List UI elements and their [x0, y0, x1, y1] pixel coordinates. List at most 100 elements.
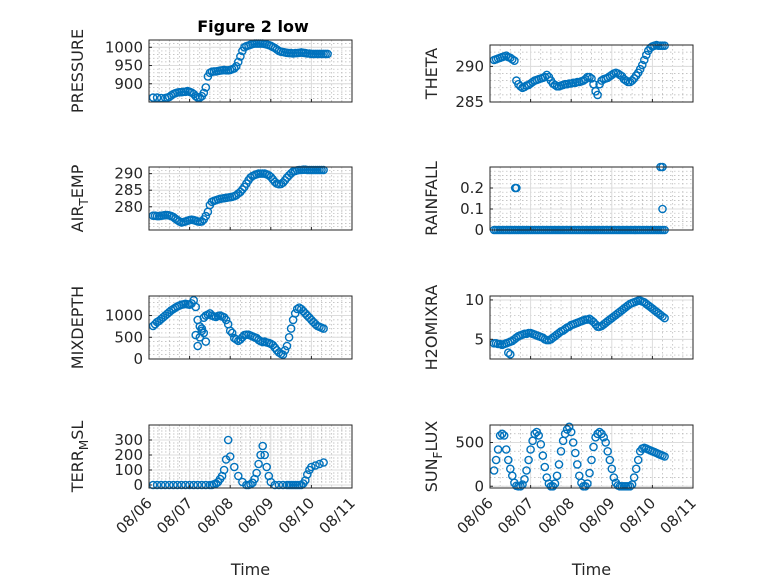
subplot-8: 0 500 SUNFLUX 08/0608/0708/0808/0908/1008/1… [422, 421, 700, 579]
data-point [286, 324, 296, 333]
data-point [252, 468, 261, 478]
x-tick-label: 08/09 [234, 494, 277, 537]
data-point [633, 455, 643, 465]
data-point [593, 429, 602, 439]
data-point [640, 55, 649, 65]
data-point [605, 455, 615, 465]
data-point [497, 429, 507, 439]
data-point [585, 468, 594, 478]
x-tick-label: 08/11 [657, 494, 700, 537]
data-point [566, 427, 576, 437]
data-point [177, 480, 186, 490]
data-point [538, 451, 548, 460]
data-point [193, 480, 202, 490]
data-point [319, 324, 328, 333]
data-point [201, 480, 211, 490]
x-axis-label: Time [230, 560, 270, 579]
data-point [274, 480, 284, 490]
data-point [164, 480, 174, 490]
data-point [256, 450, 265, 460]
y-axis-label: AIRTEMP [68, 164, 91, 232]
data-point [191, 302, 200, 312]
data-point [660, 452, 669, 461]
data-point [160, 480, 170, 490]
data-point [219, 465, 229, 475]
data-point [260, 450, 270, 460]
data-point [290, 309, 300, 318]
y-tick-label: 0 [133, 350, 143, 368]
data-point [524, 455, 533, 465]
data-point [510, 56, 519, 66]
data-point [229, 462, 239, 472]
data-point [152, 93, 162, 102]
x-tick-label: 08/07 [494, 494, 537, 537]
data-point [185, 480, 194, 490]
data-point [501, 445, 511, 454]
data-point [278, 350, 288, 360]
y-tick-label: 0 [133, 476, 143, 494]
x-tick-label: 08/10 [275, 494, 318, 537]
data-point [593, 90, 602, 100]
y-tick-label: 1000 [105, 307, 143, 325]
y-axis-label: MIXDEPTH [68, 286, 87, 369]
y-axis-label: H2OMIXRA [422, 285, 441, 371]
data-point [227, 328, 237, 338]
data-point [540, 462, 550, 472]
data-point [520, 82, 529, 92]
data-point [231, 62, 241, 71]
data-point [621, 76, 631, 85]
data-point [302, 470, 312, 479]
data-point [319, 165, 328, 175]
data-point [501, 51, 511, 61]
subplot-2: 285 290 THETA [422, 40, 694, 111]
data-point [554, 460, 564, 469]
y-tick-label: 0 [474, 221, 484, 239]
data-point [197, 480, 207, 490]
x-tick-label: 08/10 [616, 494, 659, 537]
data-point [254, 459, 263, 469]
y-tick-label: 900 [114, 75, 143, 93]
data-point [520, 474, 529, 484]
data-point [201, 211, 211, 221]
data-point [193, 341, 202, 351]
data-point [516, 481, 525, 491]
data-point [522, 466, 531, 475]
data-point [236, 52, 245, 61]
y-tick-label: 290 [114, 165, 143, 183]
subplot-4: 0 0.1 0.2 RAINFALL [422, 161, 694, 239]
data-point [658, 204, 667, 214]
y-tick-label: 100 [114, 461, 143, 479]
data-point [512, 183, 521, 193]
x-tick-label: 08/08 [194, 494, 237, 537]
data-point [638, 60, 647, 70]
data-point [505, 349, 515, 359]
axes-box [148, 295, 353, 360]
data-point [233, 471, 243, 481]
data-point [199, 328, 209, 338]
axes-box [489, 424, 694, 489]
data-point [568, 438, 578, 447]
subplot-7: 0100200300TERRMSL08/0608/0708/0808/0908/… [68, 421, 359, 579]
y-tick-label: 280 [114, 198, 143, 216]
data-point [542, 70, 552, 80]
data-point [571, 448, 580, 458]
axes-box [489, 295, 694, 360]
data-point [607, 464, 617, 474]
y-tick-label: 5 [474, 330, 484, 348]
data-point [603, 446, 613, 456]
data-point [587, 455, 596, 465]
data-point [625, 481, 635, 491]
subplot-5: 0 500 1000 MIXDEPTH [68, 286, 353, 369]
data-point [197, 217, 207, 226]
data-point [599, 432, 609, 442]
y-axis-label: THETA [422, 48, 441, 100]
y-tick-label: 950 [114, 57, 143, 75]
axes-box [148, 39, 353, 103]
data-point [587, 74, 596, 83]
data-point [635, 64, 645, 74]
data-point [607, 70, 617, 80]
data-point [181, 480, 190, 490]
data-point [195, 322, 205, 331]
